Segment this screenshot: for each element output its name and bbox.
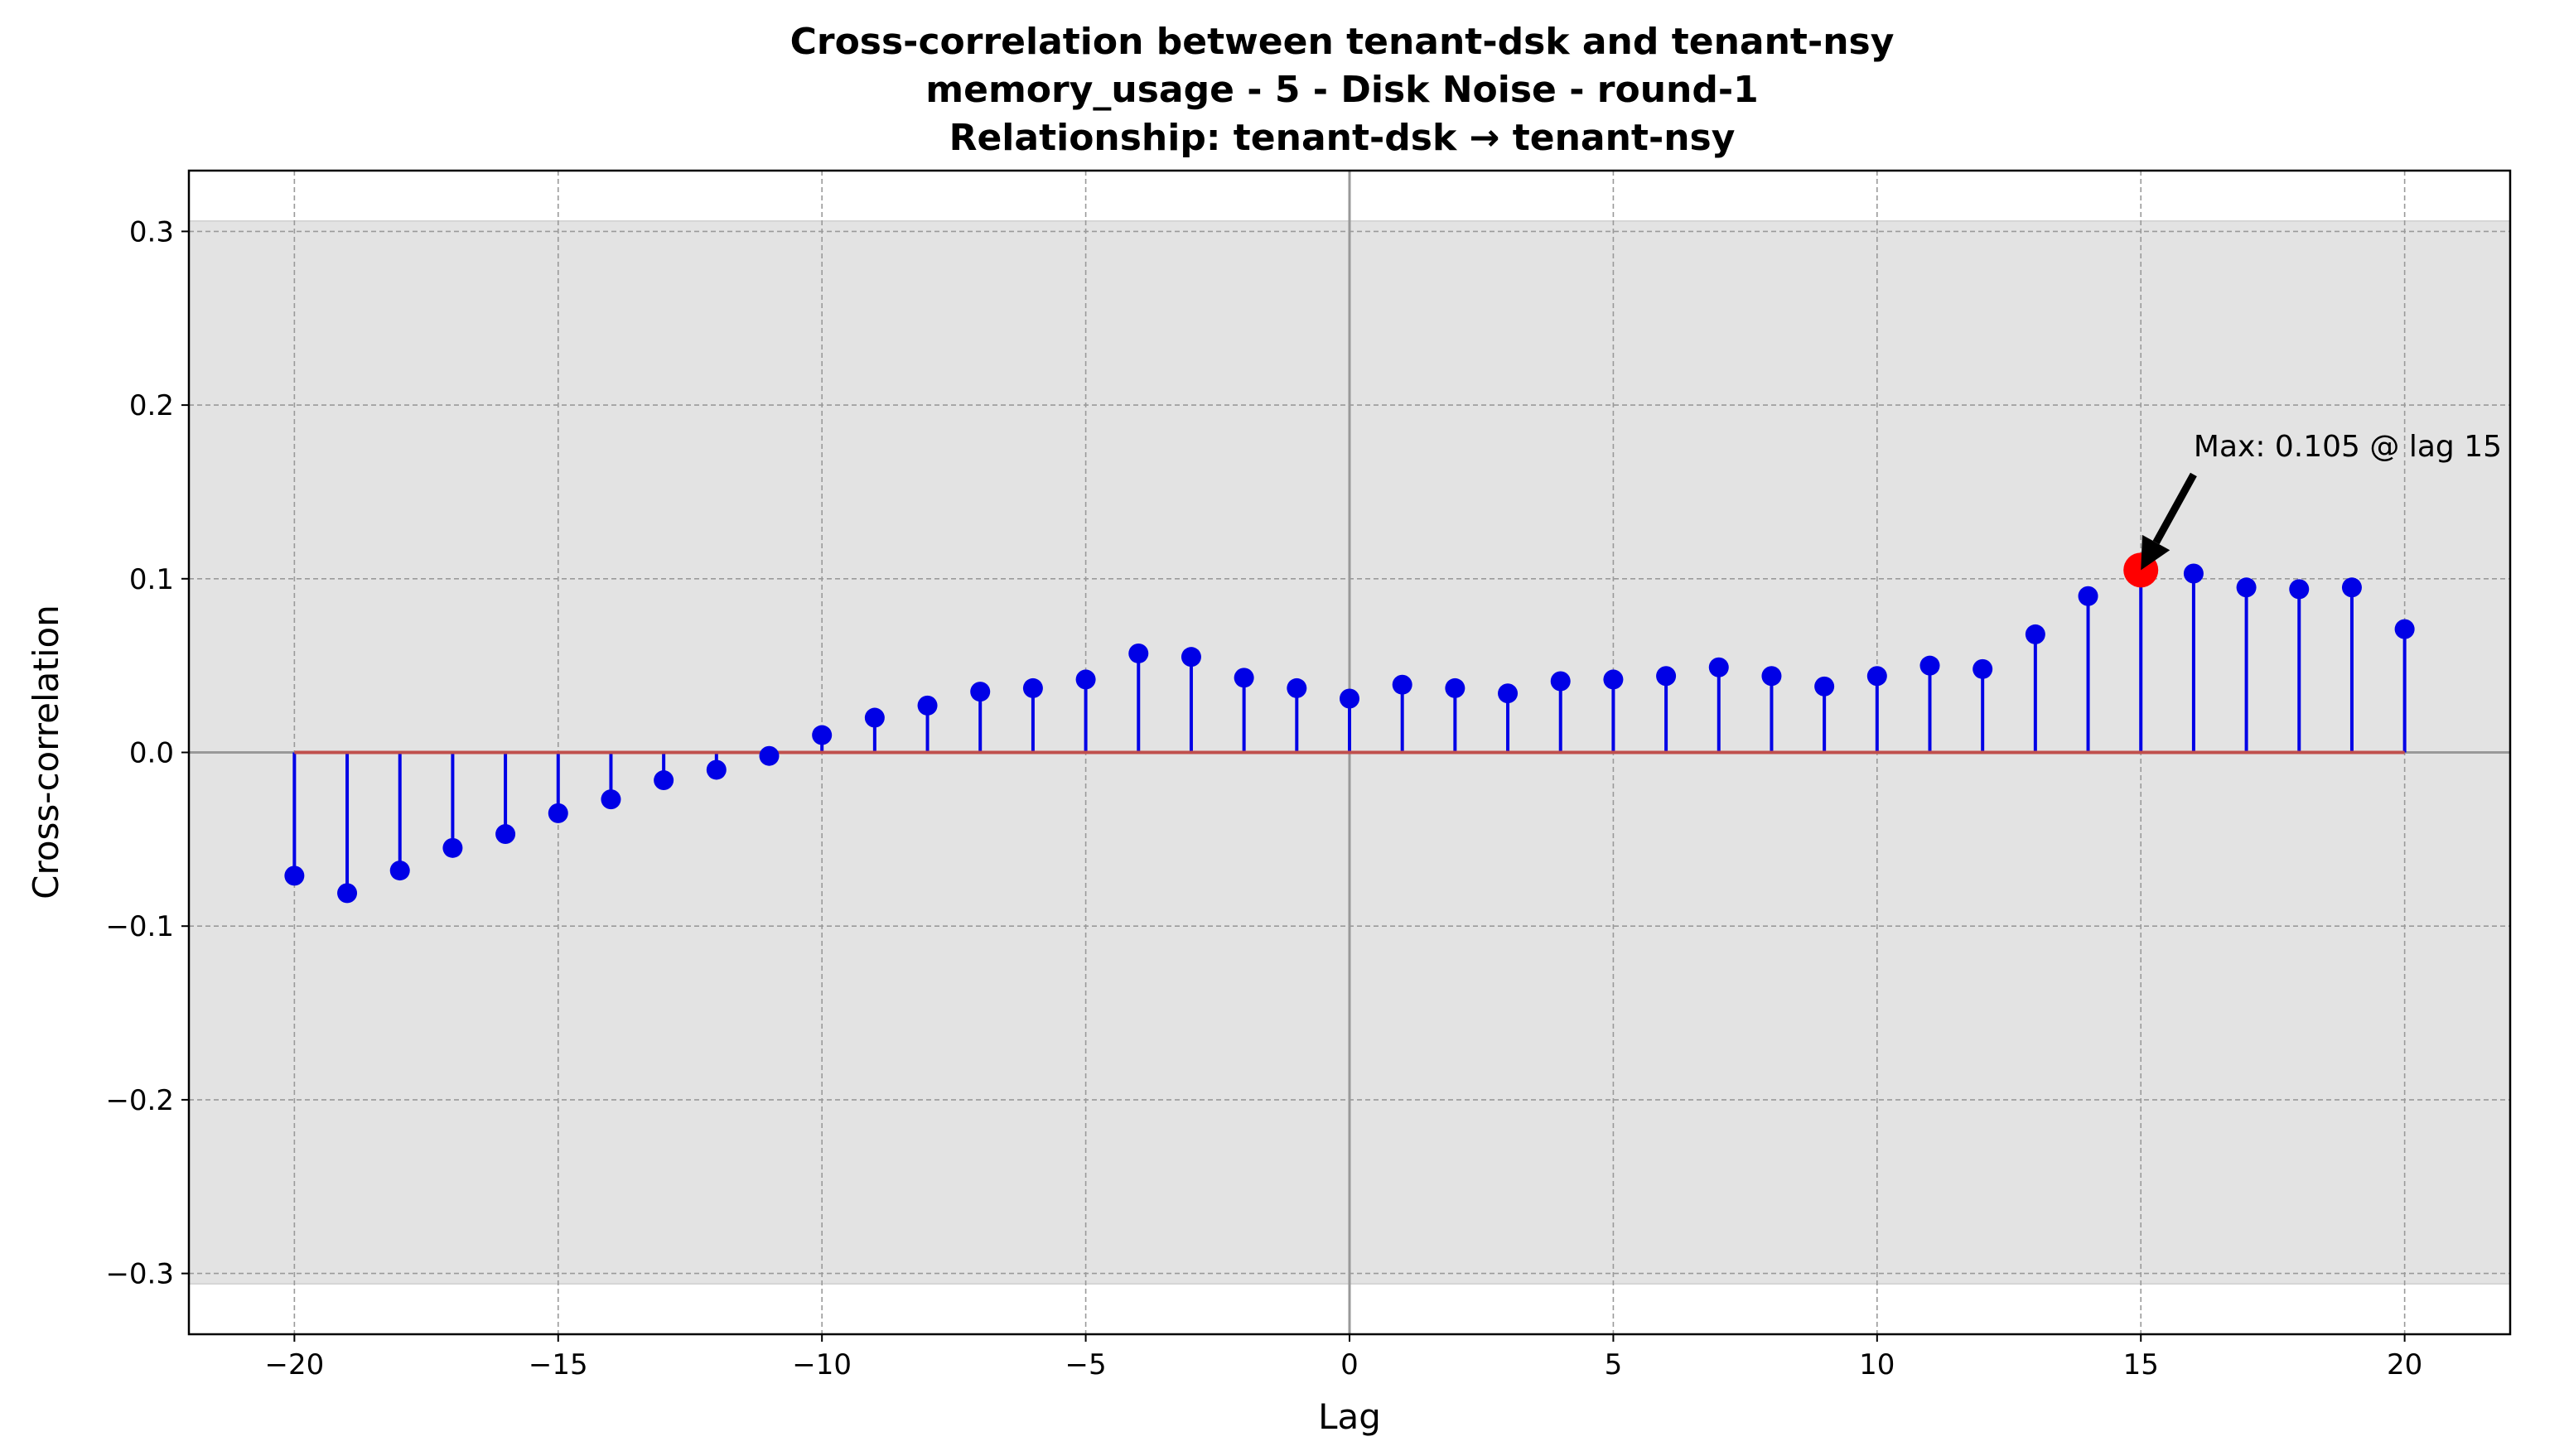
stem-marker [970, 682, 991, 702]
stem-marker [389, 861, 410, 881]
stem-marker [2025, 624, 2045, 644]
stem-marker [654, 770, 674, 791]
stem-marker [1181, 647, 1201, 668]
stem-marker [1022, 677, 1043, 698]
stem-marker [2394, 619, 2415, 639]
stem-marker [495, 824, 516, 845]
stem-marker [706, 759, 727, 780]
y-tick-label: 0.3 [129, 215, 174, 248]
stem-marker [864, 707, 885, 728]
stem-marker [284, 865, 305, 886]
stem-marker [917, 695, 938, 716]
stem-marker [1340, 688, 1359, 709]
stem-marker [812, 725, 833, 745]
stem-marker [2183, 563, 2204, 584]
stem-marker [337, 883, 358, 904]
stem-marker [442, 837, 463, 858]
y-tick-label: −0.1 [105, 910, 174, 943]
chart-title: Cross-correlation between tenant-dsk and… [0, 18, 2564, 162]
max-annotation: Max: 0.105 @ lag 15 [2194, 430, 2502, 464]
x-tick-label: −10 [792, 1348, 852, 1381]
stem-marker [1656, 666, 1677, 687]
stem-marker [1392, 674, 1412, 695]
x-tick-label: 20 [2387, 1348, 2422, 1381]
stem-marker [1234, 668, 1254, 688]
x-tick-label: 10 [1859, 1348, 1895, 1381]
x-tick-label: −20 [264, 1348, 324, 1381]
stem-marker [2289, 579, 2310, 600]
x-tick-label: −5 [1065, 1348, 1107, 1381]
chart-title-line-1: Cross-correlation between tenant-dsk and… [789, 21, 1895, 63]
stem-marker [1075, 669, 1096, 690]
chart-title-line-3: Relationship: tenant-dsk → tenant-nsy [949, 117, 1736, 159]
x-tick-label: 0 [1340, 1348, 1359, 1381]
stem-marker [1128, 643, 1149, 663]
stem-marker [548, 803, 568, 823]
stem-marker [1814, 676, 1835, 697]
stem-marker [1919, 655, 1940, 676]
stem-marker [1550, 671, 1571, 692]
x-axis-label: Lag [1318, 1396, 1381, 1437]
stem-marker [759, 745, 780, 766]
stem-marker [1708, 657, 1729, 677]
stem-marker [601, 789, 621, 810]
x-tick-label: 5 [1605, 1348, 1623, 1381]
x-tick-label: −15 [529, 1348, 588, 1381]
stem-marker [1972, 658, 1993, 679]
x-tick-label: 15 [2123, 1348, 2159, 1381]
stem-marker [1498, 683, 1519, 704]
y-tick-label: −0.2 [105, 1084, 174, 1117]
chart-title-line-2: memory_usage - 5 - Disk Noise - round-1 [925, 69, 1759, 111]
stem-marker [1866, 666, 1887, 687]
stem-marker [2078, 586, 2098, 606]
y-tick-label: 0.0 [129, 737, 174, 770]
stem-marker [2236, 577, 2257, 598]
annotation-arrow-shaft [2152, 472, 2197, 545]
y-axis-label: Cross-correlation [26, 605, 66, 899]
stem-marker [1761, 666, 1782, 687]
y-tick-label: 0.2 [129, 389, 174, 422]
stem-marker [1445, 677, 1465, 698]
stem-marker [2341, 577, 2362, 598]
stem-marker [1603, 669, 1624, 690]
annotation-arrow-head [2141, 534, 2170, 571]
y-tick-label: −0.3 [105, 1258, 174, 1291]
stem-marker [1287, 677, 1307, 698]
y-tick-label: 0.1 [129, 563, 174, 596]
